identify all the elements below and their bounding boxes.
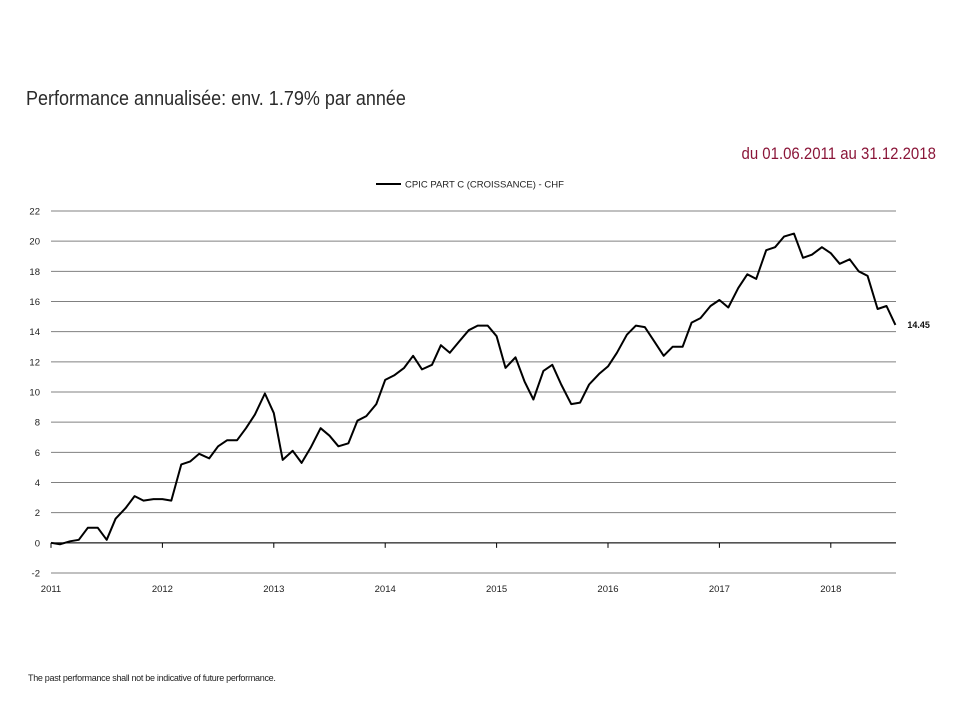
x-tick-label: 2014 — [375, 584, 396, 595]
date-range-label: du 01.06.2011 au 31.12.2018 — [741, 144, 936, 163]
y-tick-label: 10 — [29, 388, 40, 399]
x-tick-label: 2013 — [263, 584, 284, 595]
y-axis-tick-labels: -2 0 2 4 6 8 10 12 14 16 18 20 22 — [29, 207, 40, 580]
series-group — [50, 232, 897, 546]
x-axis — [50, 542, 896, 548]
page-title: Performance annualisée: env. 1.79% par a… — [26, 88, 406, 110]
y-tick-label: 18 — [29, 267, 40, 278]
x-tick-label: 2012 — [152, 584, 173, 595]
y-tick-label: -2 — [32, 569, 40, 580]
y-tick-label: 4 — [35, 478, 40, 489]
y-tick-label: 14 — [29, 327, 40, 338]
y-tick-label: 16 — [29, 297, 40, 308]
y-tick-label: 2 — [35, 508, 40, 519]
y-tick-label: 20 — [29, 237, 40, 248]
x-tick-label: 2017 — [709, 584, 730, 595]
x-tick-label: 2011 — [41, 584, 61, 595]
x-tick-label: 2016 — [597, 584, 618, 595]
x-tick-label: 2018 — [820, 584, 841, 595]
x-axis-tick-labels: 2011 2012 2013 2014 2015 2016 2017 2018 — [41, 584, 842, 595]
legend-entry-label: CPIC PART C (CROISSANCE) - CHF — [405, 180, 564, 191]
grid-lines — [51, 210, 896, 574]
series-line — [50, 232, 897, 546]
end-value-label: 14.45 — [907, 320, 930, 330]
x-tick-label: 2015 — [486, 584, 507, 595]
y-tick-label: 6 — [35, 448, 40, 459]
legend: CPIC PART C (CROISSANCE) - CHF — [376, 180, 564, 191]
y-tick-label: 8 — [35, 418, 40, 429]
y-tick-label: 12 — [29, 357, 40, 368]
y-tick-label: 0 — [35, 538, 40, 549]
y-tick-label: 22 — [29, 207, 40, 218]
disclaimer-text: The past performance shall not be indica… — [28, 673, 276, 683]
